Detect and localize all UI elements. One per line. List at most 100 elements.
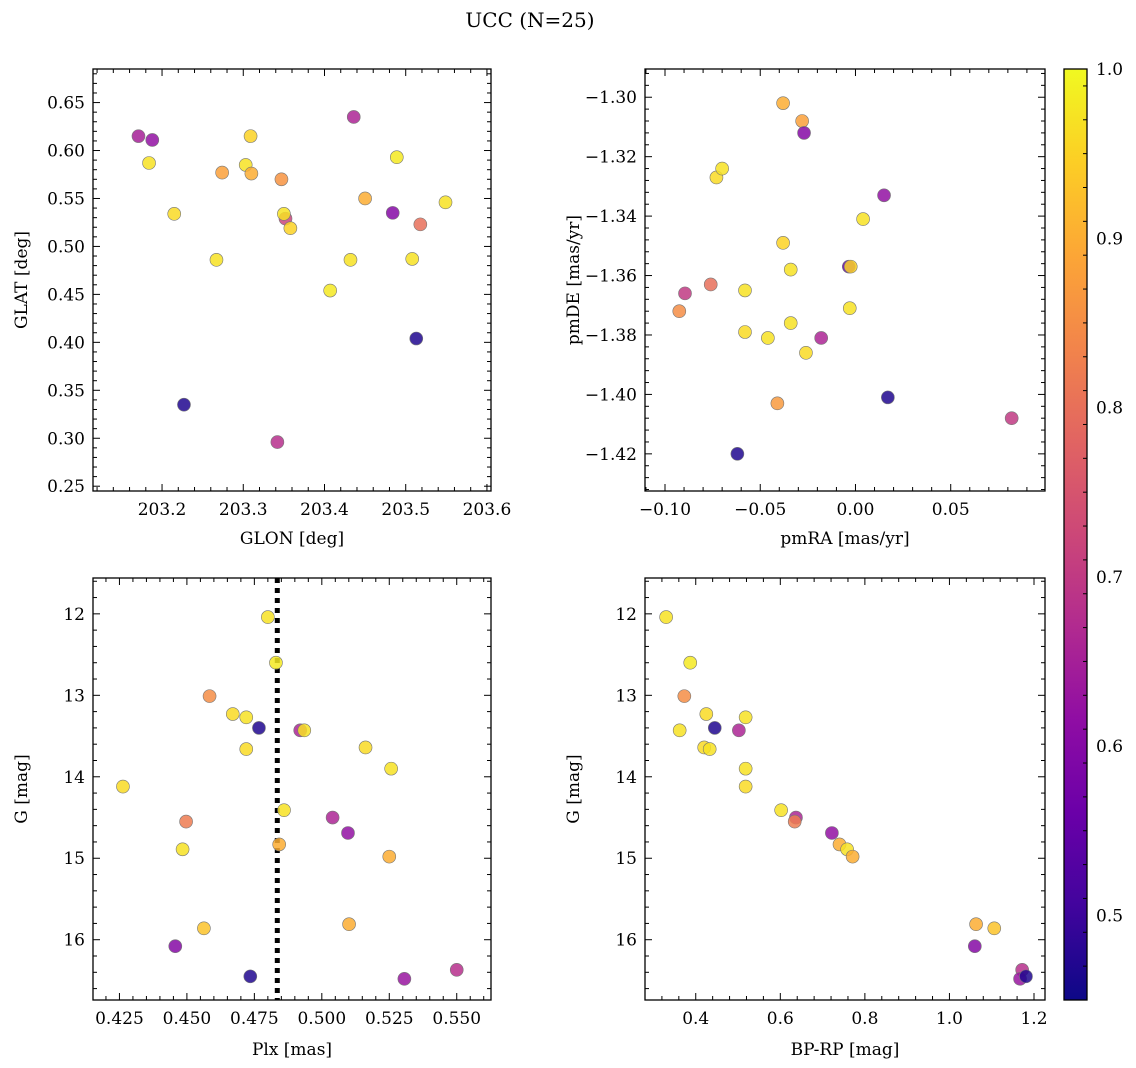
y-tick-label: 0.65: [47, 94, 85, 114]
x-tick-label: 0.05: [932, 500, 970, 520]
y-tick-label: 16: [63, 931, 85, 951]
scatter-point: [738, 779, 753, 794]
scatter-point: [405, 252, 420, 266]
y-tick-label: 0.40: [47, 333, 85, 353]
scatter-point: [730, 447, 745, 461]
x-tick-label: 203.5: [381, 500, 430, 520]
figure-title: UCC (N=25): [465, 8, 594, 32]
scatter-points: [659, 610, 1033, 986]
scatter-point: [702, 742, 717, 756]
scatter-point: [678, 286, 692, 301]
x-tick-label: 1.0: [936, 1009, 963, 1029]
y-tick-label: −1.36: [585, 267, 637, 287]
scatter-point: [783, 316, 798, 330]
colorbar-tick-label: 0.8: [1096, 399, 1123, 419]
scatter-point: [269, 655, 283, 670]
scatter-point: [699, 707, 714, 721]
scatter-point: [677, 689, 692, 703]
scatter-point: [825, 826, 839, 840]
scatter-point: [738, 325, 752, 339]
scatter-point: [261, 610, 275, 624]
scatter-point: [209, 253, 224, 267]
panel-glon-glat: 203.2 203.3 203.4 203.5 203.6 0.25 0.30 0.35 0.4…: [12, 68, 511, 549]
scatter-point: [385, 206, 400, 220]
scatter-point: [799, 346, 813, 360]
scatter-point: [795, 114, 809, 128]
x-tick-label: 203.2: [138, 500, 187, 520]
scatter-point: [343, 253, 358, 267]
scatter-point: [325, 810, 340, 825]
x-tick-label: 203.4: [300, 500, 349, 520]
y-tick-label: −1.42: [585, 445, 637, 465]
scatter-point: [297, 723, 312, 738]
scatter-point: [672, 723, 687, 738]
scatter-point: [969, 917, 983, 932]
x-tick-label: 1.2: [1020, 1009, 1047, 1029]
plot-frame: [644, 577, 1046, 1001]
colorbar-tick-label: 0.6: [1096, 737, 1123, 757]
plot-frame: [92, 577, 492, 1001]
colorbar: 0.5 0.6 0.7 0.8 0.9 1.0: [1063, 60, 1123, 1001]
scatter-point: [384, 761, 398, 776]
scatter-point: [145, 133, 160, 147]
scatter-point: [341, 826, 355, 840]
scatter-point: [856, 212, 870, 226]
scatter-point: [738, 761, 753, 776]
scatter-point: [272, 837, 286, 852]
x-axis-label: GLON [deg]: [240, 529, 344, 549]
scatter-point: [243, 129, 258, 143]
scatter-point: [776, 236, 790, 250]
scatter-point: [1019, 969, 1033, 984]
scatter-point: [225, 707, 240, 721]
scatter-point: [732, 723, 746, 738]
scatter-point: [382, 849, 397, 864]
colorbar-tick-label: 1.0: [1096, 60, 1123, 80]
y-tick-label: −1.40: [585, 385, 637, 405]
scatter-point: [131, 129, 146, 143]
scatter-point: [239, 710, 254, 725]
scatter-point: [449, 963, 464, 977]
x-tick-label: −0.10: [639, 500, 691, 520]
scatter-point: [776, 96, 790, 110]
y-axis-label: GLAT [deg]: [12, 231, 32, 329]
scatter-point: [277, 207, 291, 221]
x-axis-label: BP-RP [mag]: [791, 1040, 900, 1060]
scatter-points: [131, 110, 453, 449]
scatter-points: [672, 96, 1019, 461]
scatter-point: [774, 803, 788, 817]
y-tick-label: 0.30: [47, 429, 85, 449]
scatter-point: [787, 814, 802, 829]
scatter-point: [413, 217, 428, 232]
y-tick-label: −1.32: [585, 148, 637, 168]
scatter-point: [814, 331, 828, 345]
y-tick-label: −1.30: [585, 88, 637, 108]
scatter-point: [438, 195, 453, 210]
scatter-point: [703, 277, 718, 292]
scatter-point: [842, 301, 857, 316]
colorbar-tick-label: 0.7: [1096, 568, 1123, 588]
scatter-point: [707, 721, 722, 735]
plot-frame: [92, 68, 492, 492]
x-tick-label: 0.6: [767, 1009, 794, 1029]
panel-pmra-pmde: −0.10 −0.05 0.00 0.05 −1.42 −1.40 −1.38 −1.36 −1…: [564, 68, 1046, 549]
scatter-point: [142, 156, 156, 170]
scatter-point: [274, 172, 289, 187]
scatter-point: [715, 161, 729, 176]
panel-bprp-g: 0.4 0.6 0.8 1.0 1.2 12 13 14 15 16 BP-RP [mag] G [m…: [564, 577, 1048, 1060]
x-tick-label: 0.450: [163, 1009, 212, 1029]
scatter-point: [358, 740, 373, 755]
scatter-point: [197, 921, 211, 936]
x-tick-label: 0.525: [365, 1009, 414, 1029]
scatter-point: [770, 396, 785, 411]
y-tick-label: 15: [63, 849, 85, 869]
scatter-points: [116, 610, 464, 986]
x-tick-label: 0.00: [837, 500, 875, 520]
panel-plx-g: 0.425 0.450 0.475 0.500 0.525 0.550 12 13 14 15 16…: [12, 577, 492, 1060]
plot-frame: [644, 68, 1046, 492]
scatter-point: [167, 207, 182, 221]
scatter-point: [277, 803, 291, 817]
scatter-point: [968, 939, 982, 954]
x-tick-label: 0.500: [297, 1009, 346, 1029]
y-tick-label: 12: [615, 605, 637, 625]
